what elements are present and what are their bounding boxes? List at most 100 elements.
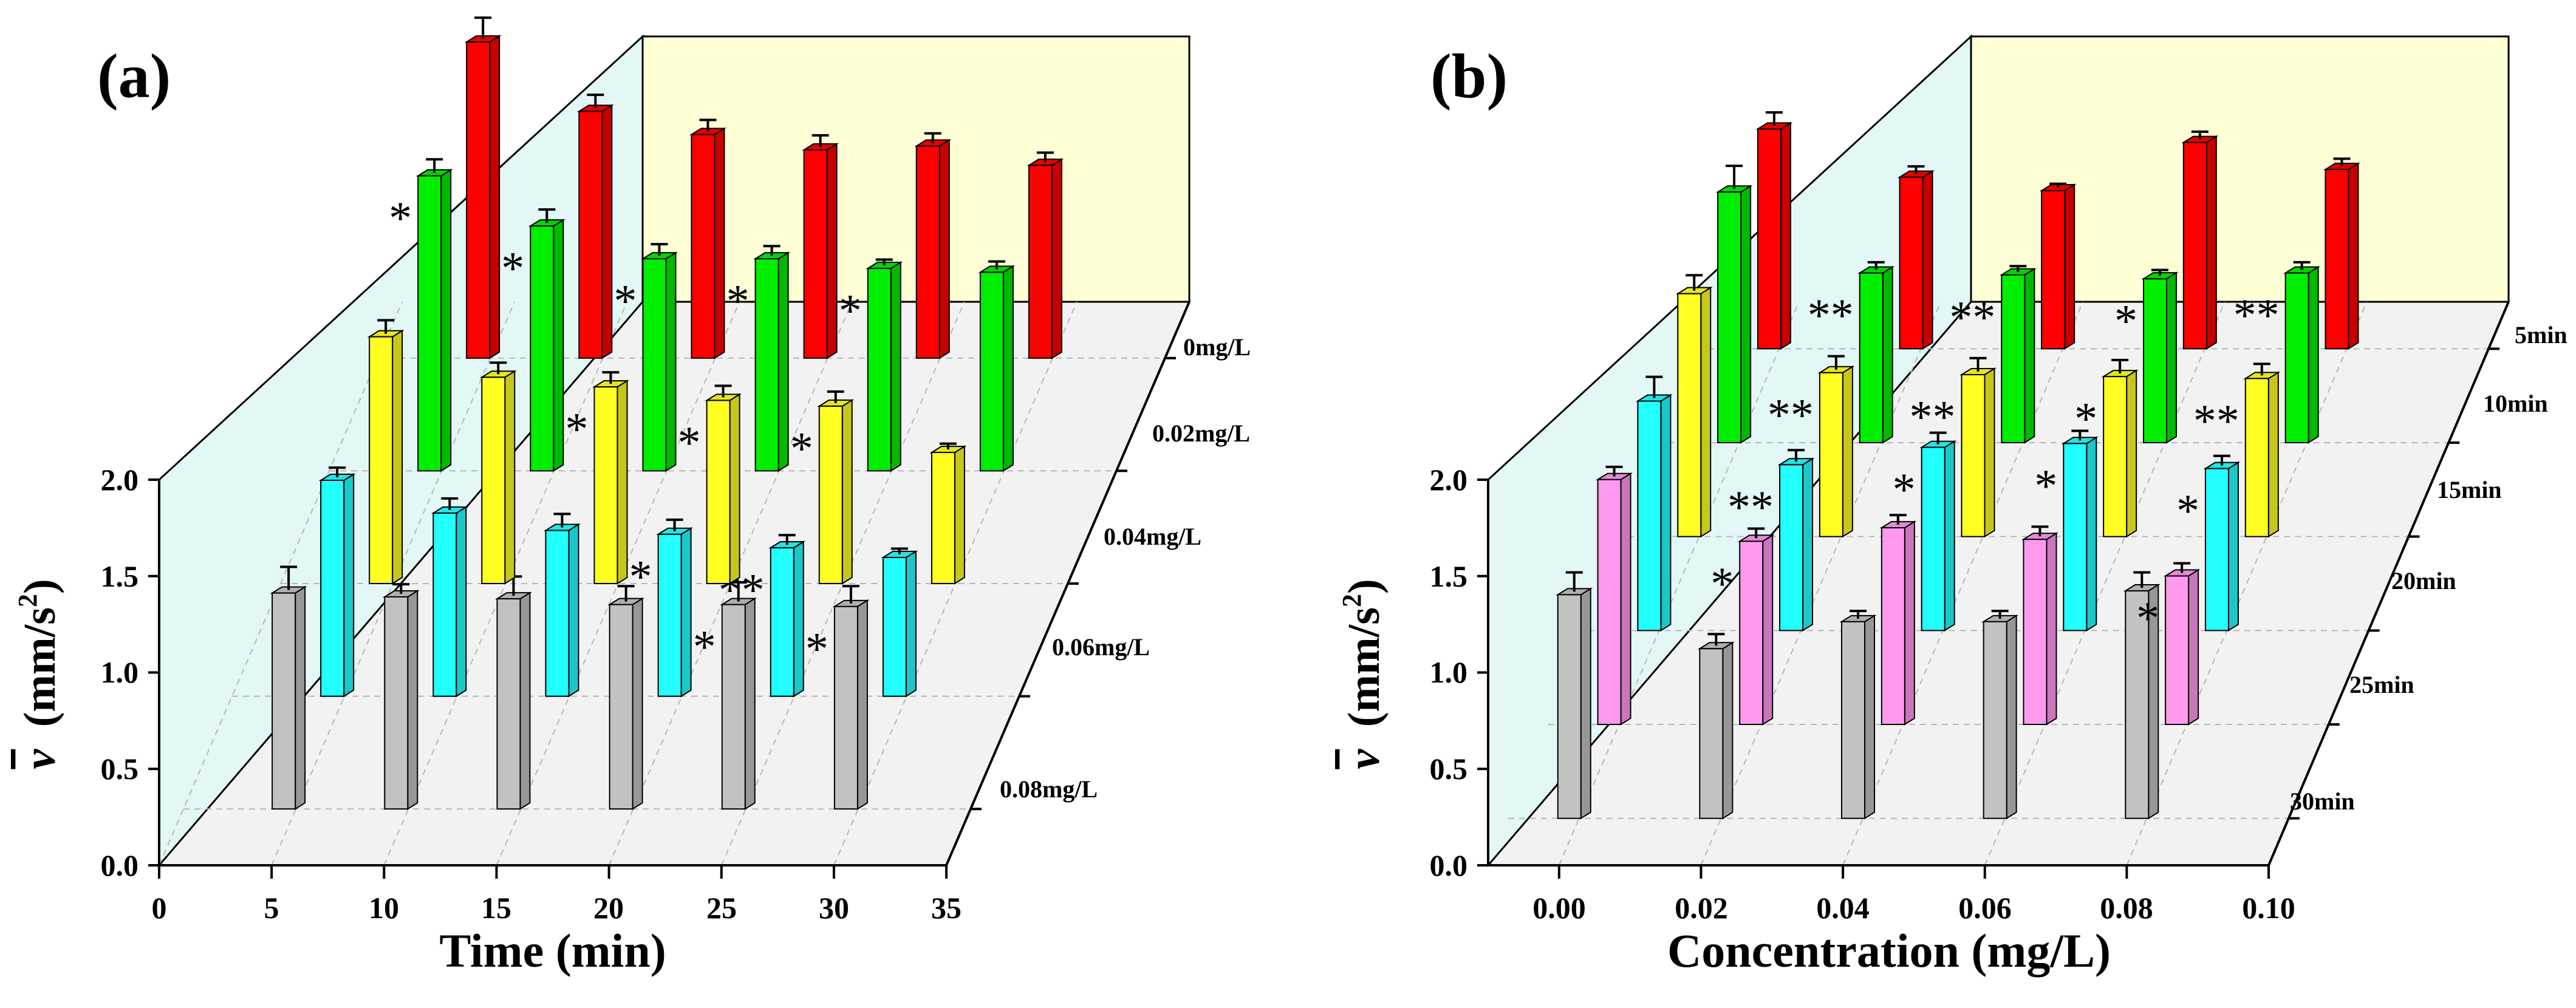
bar: [1677, 293, 1702, 537]
bar-side: [729, 393, 740, 585]
significance-mark: **: [1808, 290, 1854, 341]
bar: [496, 598, 521, 810]
panel-label-a: (a): [97, 41, 171, 111]
bar-side: [617, 380, 628, 585]
bar: [1841, 621, 1866, 819]
bar: [657, 533, 682, 697]
y-axis-sup-a: 2: [13, 594, 43, 607]
bar-side: [1740, 185, 1752, 444]
bar-side: [1802, 457, 1814, 632]
floor-grid-line: [1558, 301, 1800, 866]
significance-mark: *: [805, 624, 828, 675]
bar-side: [1922, 169, 1933, 350]
y-tick-marks-b: [1477, 478, 1488, 867]
x-tick-label-a-5: 25: [706, 891, 737, 925]
bar: [384, 596, 409, 810]
bar-side: [1762, 534, 1774, 726]
y-tick-label-a-2: 1.0: [101, 655, 139, 689]
bar: [1757, 128, 1782, 350]
x-tick-label-a-4: 20: [593, 891, 624, 925]
x-tick-label-b-4: 0.08: [2100, 891, 2153, 925]
bar: [2204, 468, 2229, 632]
bar-side: [714, 127, 725, 359]
y-tick-label-a-0: 0.0: [101, 848, 139, 882]
bar: [1819, 372, 1843, 537]
bar-side: [680, 527, 692, 698]
significance-mark: *: [1710, 558, 1734, 609]
bar-side: [793, 540, 804, 698]
bar-side: [2126, 369, 2137, 538]
significance-mark: *: [2136, 593, 2159, 644]
bar-side: [1620, 472, 1631, 726]
bar: [1637, 400, 1662, 632]
depth-tick-label-b-4: 25min: [2349, 671, 2414, 698]
x-tick-label-b-3: 0.06: [1958, 891, 2012, 925]
significance-mark: *: [2074, 393, 2097, 444]
bar-side: [1722, 641, 1734, 820]
bar-side: [777, 251, 789, 472]
bar-side: [905, 550, 917, 698]
bar-side: [456, 506, 467, 698]
y-axis-close-b: ): [1339, 579, 1389, 594]
y-tick-label-b-0: 0.0: [1430, 848, 1468, 882]
bar: [1961, 373, 1986, 537]
bar-side: [1580, 587, 1591, 820]
x-tick-label-a-3: 15: [481, 891, 511, 925]
significance-mark: **: [1768, 390, 1814, 441]
bar-side: [392, 329, 403, 585]
bar-side: [2308, 265, 2319, 444]
x-tick-label-a-7: 35: [931, 891, 962, 925]
bar: [1597, 478, 1622, 726]
significance-mark: **: [2193, 395, 2239, 446]
panel-b: 0.0 0.5 1.0 1.5 2.0 0.00 0.02 0.04 0.06 …: [1337, 34, 2567, 977]
bar: [1899, 176, 1924, 350]
bar: [1557, 594, 1582, 819]
significance-mark: *: [1893, 465, 1916, 516]
bar: [2023, 539, 2048, 725]
depth-tick-label-a-3: 0.06mg/L: [1052, 633, 1150, 661]
bar-side: [568, 523, 579, 698]
bar-side: [519, 591, 531, 811]
bar: [272, 592, 296, 810]
x-tick-label-a-2: 10: [369, 891, 399, 925]
depth-tick-label-a-1: 0.02mg/L: [1152, 420, 1250, 447]
y-axis-sup-b: 2: [1337, 594, 1367, 607]
bar-side: [407, 590, 419, 811]
depth-tick-label-a-0: 0mg/L: [1183, 333, 1251, 361]
bar: [642, 258, 667, 472]
bar-side: [343, 473, 355, 698]
bar-side: [2227, 461, 2239, 632]
bar-side: [2064, 183, 2075, 350]
depth-tick-label-b-5: 30min: [2290, 788, 2355, 815]
y-tick-label-a-4: 2.0: [101, 463, 139, 497]
bar-side: [504, 370, 516, 585]
bar: [818, 405, 843, 585]
depth-axis-line-b: [2267, 301, 2510, 866]
bar: [320, 480, 345, 697]
significance-mark: **: [2233, 290, 2280, 341]
bar-side: [601, 104, 613, 359]
significance-mark: *: [501, 243, 524, 294]
bar: [578, 111, 603, 359]
significance-mark: *: [389, 193, 412, 244]
bar: [915, 145, 940, 359]
y-tick-label-b-3: 1.5: [1430, 559, 1468, 593]
significance-mark: **: [1949, 292, 1995, 343]
y-tick-label-a-3: 1.5: [101, 559, 139, 593]
bar: [1717, 191, 1742, 443]
bar: [882, 557, 907, 697]
y-tick-marks-a: [148, 478, 159, 867]
bar-side: [938, 138, 950, 359]
bar-side: [1700, 286, 1712, 538]
significance-mark: *: [629, 551, 652, 602]
bar: [867, 268, 892, 472]
depth-tick-label-b-0: 5min: [2515, 321, 2567, 349]
bar: [2165, 575, 2190, 726]
bar-side: [2205, 135, 2217, 350]
x-tick-label-a-1: 5: [264, 891, 279, 925]
bar-side: [489, 35, 501, 359]
bar-side: [1842, 365, 1853, 538]
x-tick-marks-b: [1557, 865, 2270, 879]
